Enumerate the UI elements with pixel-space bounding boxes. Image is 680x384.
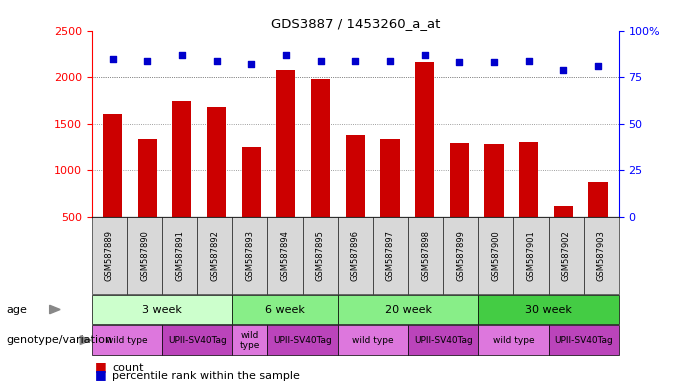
Point xyxy=(246,61,257,67)
Bar xyxy=(345,135,365,263)
Bar xyxy=(554,206,573,263)
Point xyxy=(350,58,360,64)
Polygon shape xyxy=(50,305,60,314)
Bar xyxy=(415,62,434,263)
Text: 20 week: 20 week xyxy=(384,305,432,314)
Text: 3 week: 3 week xyxy=(142,305,182,314)
Bar xyxy=(173,101,192,263)
Point xyxy=(419,52,430,58)
Text: wild
type: wild type xyxy=(240,331,260,350)
Text: ■: ■ xyxy=(95,360,107,373)
Text: UPII-SV40Tag: UPII-SV40Tag xyxy=(413,336,473,345)
Text: UPII-SV40Tag: UPII-SV40Tag xyxy=(273,336,332,345)
Text: GSM587894: GSM587894 xyxy=(281,230,290,281)
Text: age: age xyxy=(7,305,28,314)
Text: percentile rank within the sample: percentile rank within the sample xyxy=(112,371,300,381)
Title: GDS3887 / 1453260_a_at: GDS3887 / 1453260_a_at xyxy=(271,17,440,30)
Point xyxy=(107,56,118,62)
Text: GSM587889: GSM587889 xyxy=(105,230,114,281)
Point xyxy=(177,52,188,58)
Text: GSM587902: GSM587902 xyxy=(562,230,571,281)
Bar xyxy=(277,70,296,263)
Text: GSM587901: GSM587901 xyxy=(526,230,535,281)
Text: genotype/variation: genotype/variation xyxy=(7,335,113,345)
Text: UPII-SV40Tag: UPII-SV40Tag xyxy=(168,336,226,345)
Bar xyxy=(311,79,330,263)
Bar xyxy=(138,139,157,263)
Polygon shape xyxy=(80,336,90,344)
Point xyxy=(488,59,499,65)
Bar xyxy=(484,144,503,263)
Text: GSM587893: GSM587893 xyxy=(245,230,254,281)
Point xyxy=(523,58,534,64)
Point xyxy=(592,63,603,69)
Text: GSM587896: GSM587896 xyxy=(351,230,360,281)
Text: ■: ■ xyxy=(95,368,107,381)
Text: GSM587898: GSM587898 xyxy=(421,230,430,281)
Text: GSM587897: GSM587897 xyxy=(386,230,395,281)
Text: 30 week: 30 week xyxy=(525,305,572,314)
Bar xyxy=(103,114,122,263)
Point xyxy=(142,58,153,64)
Point xyxy=(454,59,464,65)
Text: GSM587890: GSM587890 xyxy=(140,230,149,281)
Text: GSM587899: GSM587899 xyxy=(456,230,465,281)
Text: GSM587895: GSM587895 xyxy=(316,230,324,281)
Bar xyxy=(207,107,226,263)
Bar xyxy=(588,182,607,263)
Text: UPII-SV40Tag: UPII-SV40Tag xyxy=(554,336,613,345)
Bar xyxy=(242,147,261,263)
Text: wild type: wild type xyxy=(106,336,148,345)
Point xyxy=(384,58,395,64)
Point xyxy=(558,67,568,73)
Text: GSM587903: GSM587903 xyxy=(597,230,606,281)
Text: GSM587891: GSM587891 xyxy=(175,230,184,281)
Bar xyxy=(449,143,469,263)
Point xyxy=(316,58,326,64)
Point xyxy=(211,58,222,64)
Text: wild type: wild type xyxy=(492,336,534,345)
Text: GSM587892: GSM587892 xyxy=(210,230,219,281)
Bar xyxy=(380,139,400,263)
Bar xyxy=(519,142,538,263)
Text: count: count xyxy=(112,363,143,373)
Text: wild type: wild type xyxy=(352,336,394,345)
Text: GSM587900: GSM587900 xyxy=(492,230,500,281)
Point xyxy=(281,52,292,58)
Text: 6 week: 6 week xyxy=(265,305,305,314)
